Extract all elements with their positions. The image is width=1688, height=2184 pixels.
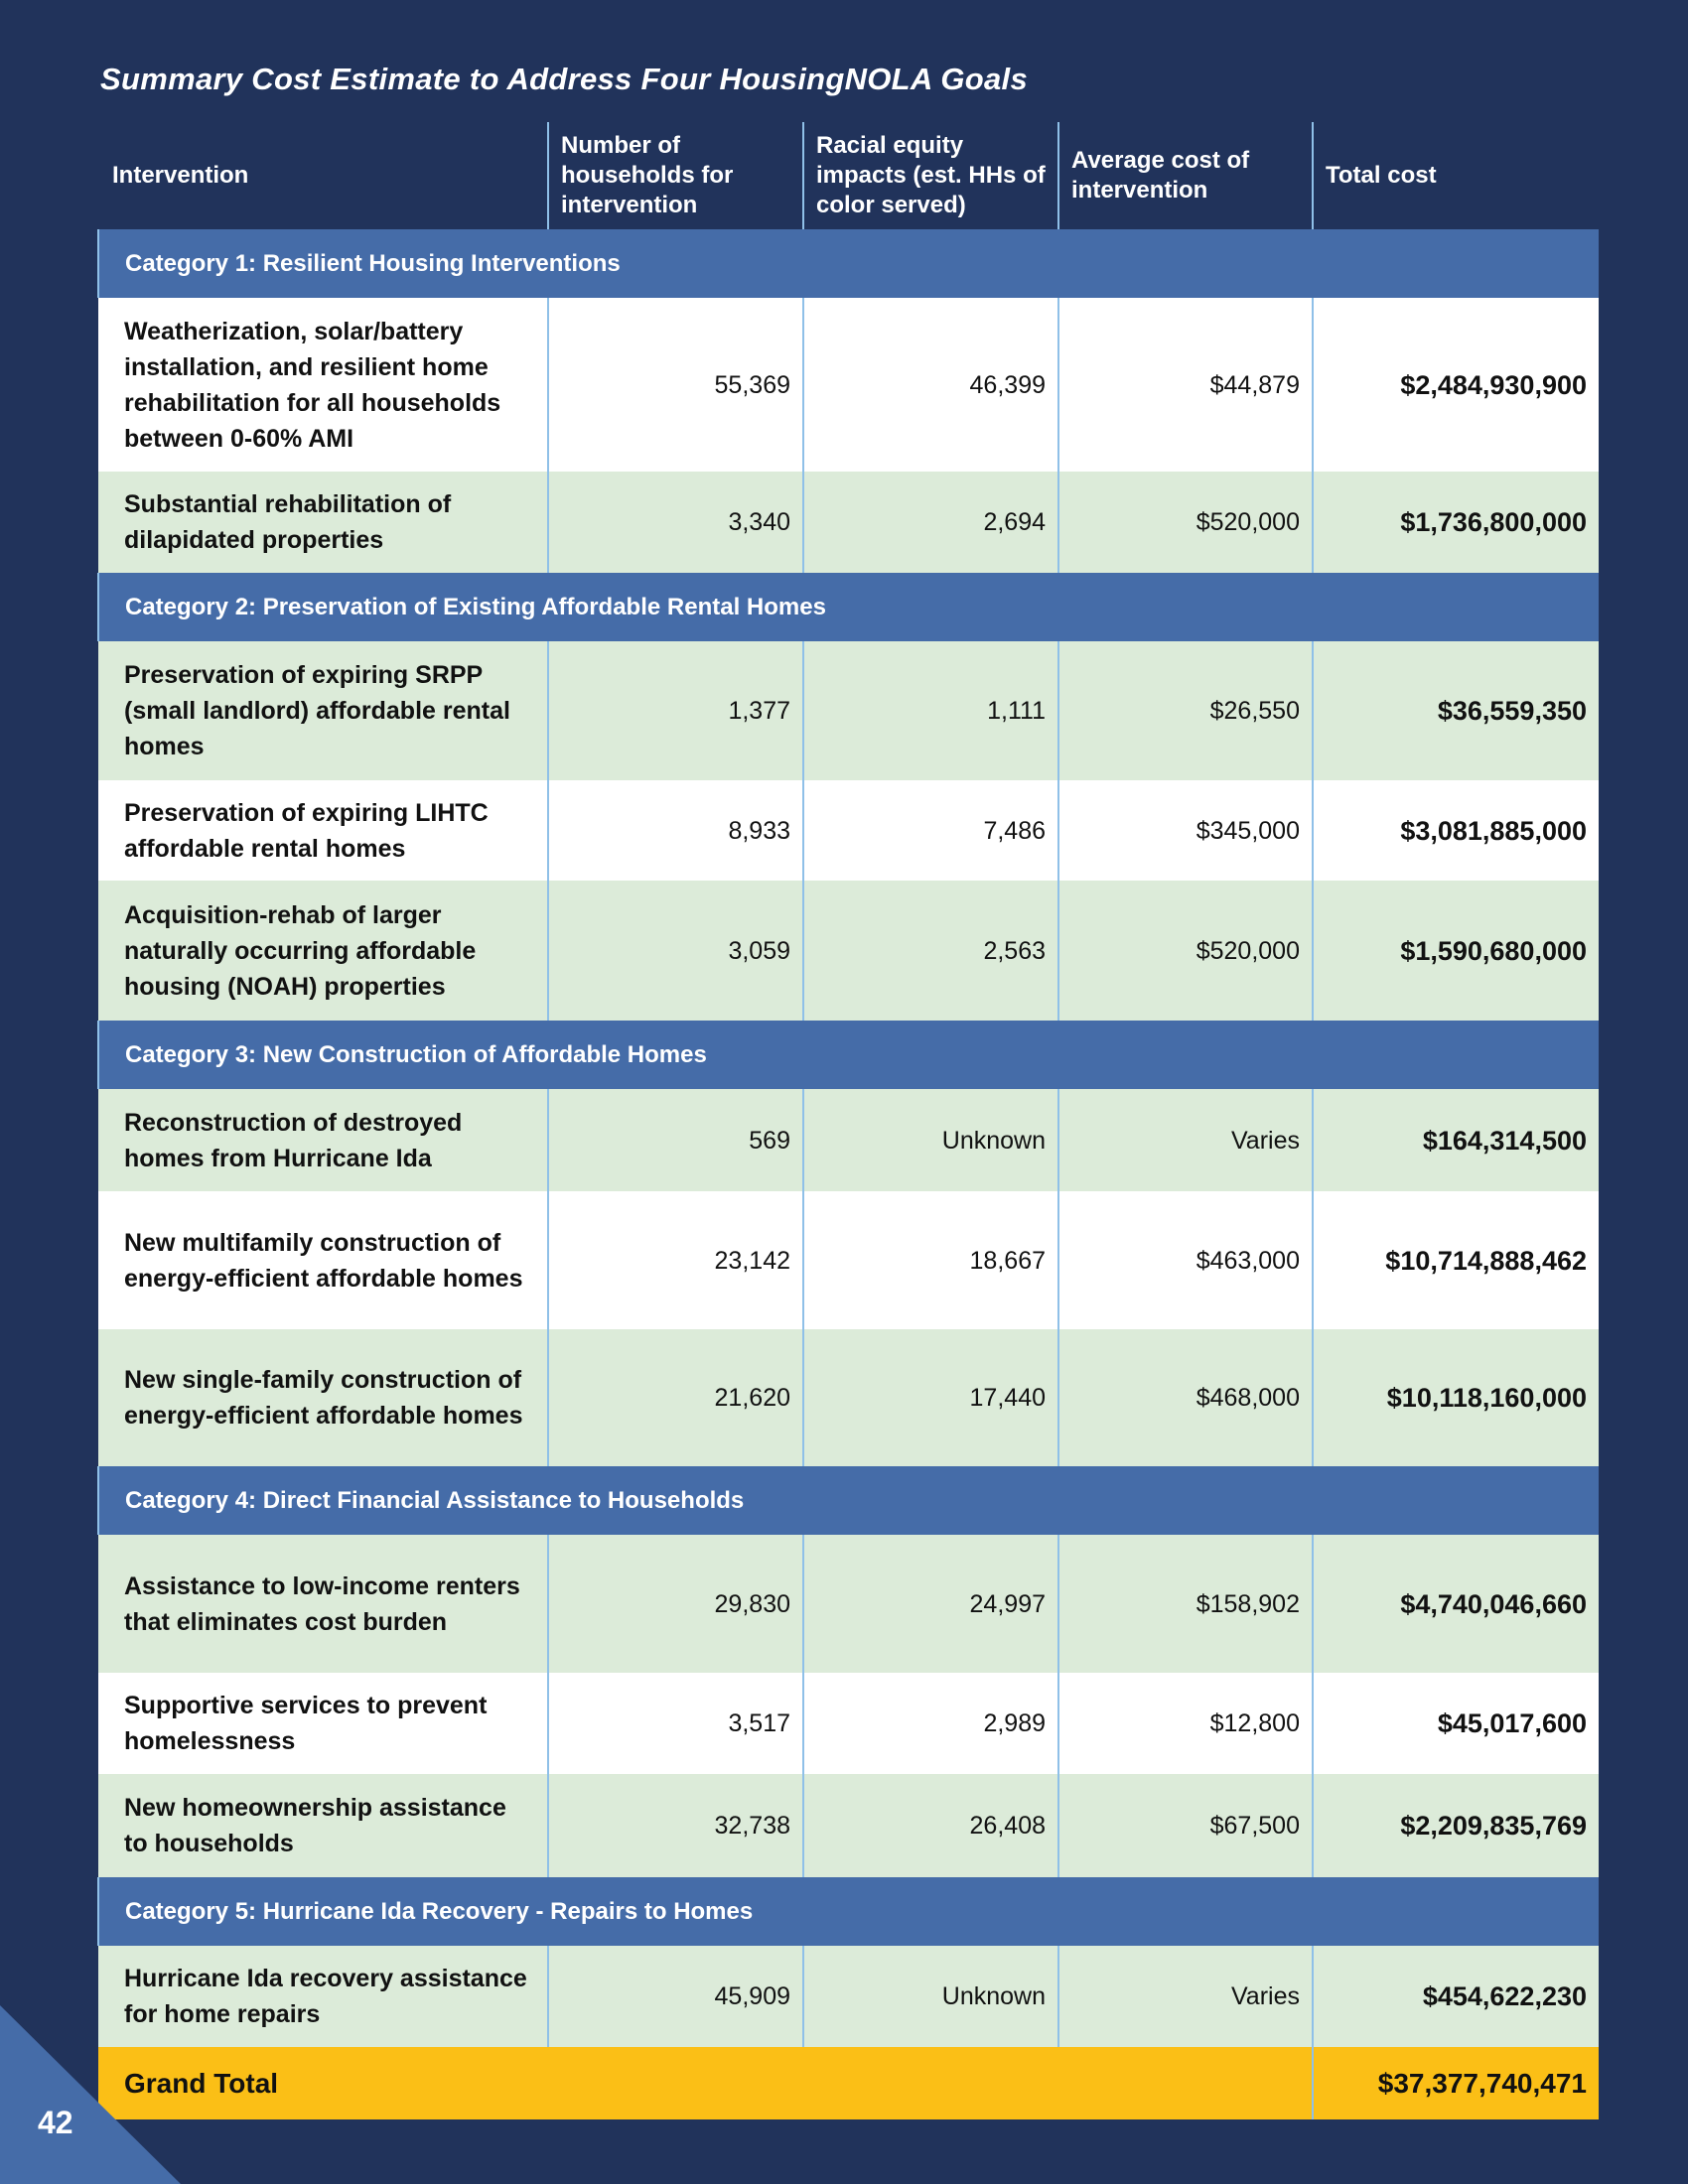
table-row: Preservation of expiring LIHTC affordabl… — [98, 780, 1599, 881]
households-count: 3,517 — [547, 1673, 803, 1774]
households-count: 32,738 — [547, 1774, 803, 1877]
average-cost: $26,550 — [1057, 641, 1313, 780]
intervention-name: New single-family construction of energy… — [98, 1329, 548, 1466]
total-cost: $1,736,800,000 — [1312, 472, 1599, 573]
table-row: Reconstruction of destroyed homes from H… — [98, 1089, 1599, 1191]
intervention-name: Supportive services to prevent homelessn… — [98, 1673, 548, 1774]
racial-equity-count: 17,440 — [802, 1329, 1058, 1466]
table-body: Category 1: Resilient Housing Interventi… — [97, 229, 1599, 2119]
category-row: Category 1: Resilient Housing Interventi… — [97, 229, 1599, 298]
grand-total-value: $37,377,740,471 — [1312, 2047, 1599, 2119]
total-cost: $1,590,680,000 — [1312, 881, 1599, 1021]
table-row: Assistance to low-income renters that el… — [98, 1535, 1599, 1673]
page-corner-decoration — [0, 2005, 181, 2184]
header-row: Intervention Number of households for in… — [98, 122, 1599, 229]
table-row: New homeownership assistance to househol… — [98, 1774, 1599, 1877]
intervention-name: Preservation of expiring SRPP (small lan… — [98, 641, 548, 780]
cost-estimate-table: Intervention Number of households for in… — [97, 122, 1599, 2119]
average-cost: $463,000 — [1057, 1191, 1313, 1329]
households-count: 569 — [547, 1089, 803, 1191]
average-cost: $67,500 — [1057, 1774, 1313, 1877]
households-count: 1,377 — [547, 641, 803, 780]
average-cost: $520,000 — [1057, 881, 1313, 1021]
households-count: 23,142 — [547, 1191, 803, 1329]
average-cost: $468,000 — [1057, 1329, 1313, 1466]
households-count: 3,340 — [547, 472, 803, 573]
total-cost: $10,118,160,000 — [1312, 1329, 1599, 1466]
grand-total-label: Grand Total — [98, 2047, 1313, 2119]
average-cost: $158,902 — [1057, 1535, 1313, 1673]
intervention-name: Reconstruction of destroyed homes from H… — [98, 1089, 548, 1191]
intervention-name: Assistance to low-income renters that el… — [98, 1535, 548, 1673]
page-number: 42 — [38, 2105, 73, 2140]
racial-equity-count: 1,111 — [802, 641, 1058, 780]
racial-equity-count: 2,563 — [802, 881, 1058, 1021]
category-label: Category 3: New Construction of Affordab… — [97, 1021, 1599, 1089]
header-intervention: Intervention — [112, 162, 249, 189]
average-cost: Varies — [1057, 1089, 1313, 1191]
grand-total-row: Grand Total $37,377,740,471 — [98, 2047, 1599, 2119]
racial-equity-count: Unknown — [802, 1946, 1058, 2047]
header-total-cost: Total cost — [1312, 122, 1599, 229]
header-average-cost: Average cost of intervention — [1057, 122, 1313, 229]
category-row: Category 4: Direct Financial Assistance … — [97, 1466, 1599, 1535]
header-racial-equity: Racial equity impacts (est. HHs of color… — [802, 122, 1058, 229]
intervention-name: Acquisition-rehab of larger naturally oc… — [98, 881, 548, 1021]
category-label: Category 1: Resilient Housing Interventi… — [97, 229, 1599, 298]
racial-equity-count: 2,989 — [802, 1673, 1058, 1774]
table-row: Hurricane Ida recovery assistance for ho… — [98, 1946, 1599, 2047]
table-row: Weatherization, solar/battery installati… — [98, 298, 1599, 472]
households-count: 55,369 — [547, 298, 803, 472]
intervention-name: Substantial rehabilitation of dilapidate… — [98, 472, 548, 573]
intervention-name: New multifamily construction of energy-e… — [98, 1191, 548, 1329]
racial-equity-count: 2,694 — [802, 472, 1058, 573]
total-cost: $3,081,885,000 — [1312, 780, 1599, 881]
header-households: Number of households for intervention — [547, 122, 803, 229]
total-cost: $36,559,350 — [1312, 641, 1599, 780]
total-cost: $45,017,600 — [1312, 1673, 1599, 1774]
category-row: Category 3: New Construction of Affordab… — [97, 1021, 1599, 1089]
category-label: Category 2: Preservation of Existing Aff… — [97, 573, 1599, 641]
racial-equity-count: 7,486 — [802, 780, 1058, 881]
households-count: 45,909 — [547, 1946, 803, 2047]
total-cost: $4,740,046,660 — [1312, 1535, 1599, 1673]
racial-equity-count: 46,399 — [802, 298, 1058, 472]
average-cost: $520,000 — [1057, 472, 1313, 573]
average-cost: Varies — [1057, 1946, 1313, 2047]
average-cost: $12,800 — [1057, 1673, 1313, 1774]
category-row: Category 2: Preservation of Existing Aff… — [97, 573, 1599, 641]
racial-equity-count: 18,667 — [802, 1191, 1058, 1329]
households-count: 29,830 — [547, 1535, 803, 1673]
table-row: Acquisition-rehab of larger naturally oc… — [98, 881, 1599, 1021]
category-row: Category 5: Hurricane Ida Recovery - Rep… — [97, 1877, 1599, 1946]
households-count: 21,620 — [547, 1329, 803, 1466]
intervention-name: Preservation of expiring LIHTC affordabl… — [98, 780, 548, 881]
total-cost: $10,714,888,462 — [1312, 1191, 1599, 1329]
table-row: Preservation of expiring SRPP (small lan… — [98, 641, 1599, 780]
total-cost: $454,622,230 — [1312, 1946, 1599, 2047]
average-cost: $44,879 — [1057, 298, 1313, 472]
total-cost: $164,314,500 — [1312, 1089, 1599, 1191]
intervention-name: Weatherization, solar/battery installati… — [98, 298, 548, 472]
page-title: Summary Cost Estimate to Address Four Ho… — [100, 62, 1029, 96]
households-count: 3,059 — [547, 881, 803, 1021]
racial-equity-count: Unknown — [802, 1089, 1058, 1191]
intervention-name: New homeownership assistance to househol… — [98, 1774, 548, 1877]
total-cost: $2,209,835,769 — [1312, 1774, 1599, 1877]
table-row: Substantial rehabilitation of dilapidate… — [98, 472, 1599, 573]
table-row: Supportive services to prevent homelessn… — [98, 1673, 1599, 1774]
category-label: Category 5: Hurricane Ida Recovery - Rep… — [97, 1877, 1599, 1946]
category-label: Category 4: Direct Financial Assistance … — [97, 1466, 1599, 1535]
total-cost: $2,484,930,900 — [1312, 298, 1599, 472]
table-row: New multifamily construction of energy-e… — [98, 1191, 1599, 1329]
racial-equity-count: 24,997 — [802, 1535, 1058, 1673]
table-row: New single-family construction of energy… — [98, 1329, 1599, 1466]
households-count: 8,933 — [547, 780, 803, 881]
racial-equity-count: 26,408 — [802, 1774, 1058, 1877]
average-cost: $345,000 — [1057, 780, 1313, 881]
